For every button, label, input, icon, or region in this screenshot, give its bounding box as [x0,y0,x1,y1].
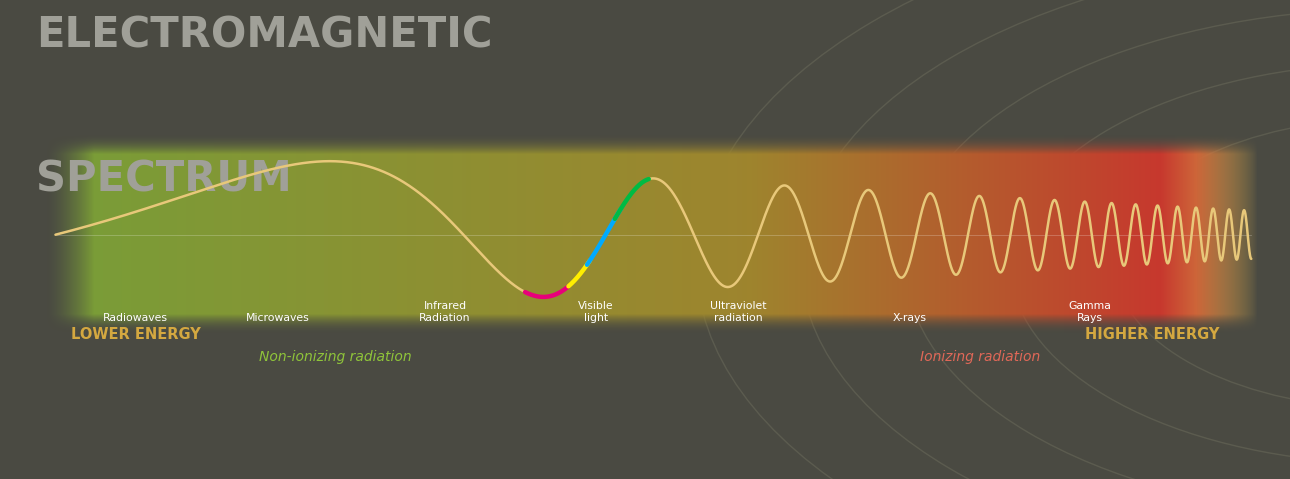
Text: SPECTRUM: SPECTRUM [36,158,292,200]
Text: Radiowaves: Radiowaves [103,313,168,323]
Text: Infrared
Radiation: Infrared Radiation [419,301,471,323]
Text: LOWER ENERGY: LOWER ENERGY [71,328,201,342]
Text: ELECTROMAGNETIC: ELECTROMAGNETIC [36,14,493,57]
Text: Gamma
Rays: Gamma Rays [1068,301,1112,323]
Text: Ultraviolet
radiation: Ultraviolet radiation [710,301,766,323]
Text: Non-ionizing radiation: Non-ionizing radiation [259,350,412,364]
Text: Visible
light: Visible light [578,301,614,323]
Text: Ionizing radiation: Ionizing radiation [920,350,1041,364]
Text: Microwaves: Microwaves [245,313,310,323]
Text: HIGHER ENERGY: HIGHER ENERGY [1085,328,1219,342]
Text: X-rays: X-rays [893,313,926,323]
